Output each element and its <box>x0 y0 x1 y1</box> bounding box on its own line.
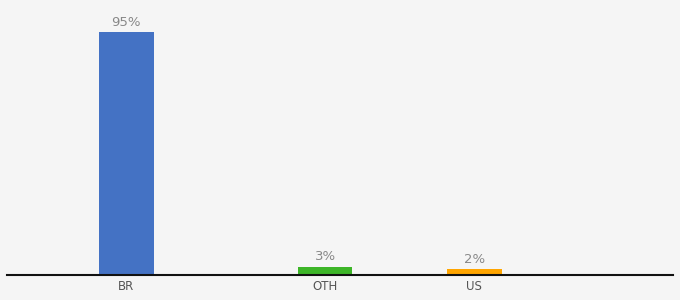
Text: 95%: 95% <box>112 16 141 28</box>
Bar <box>298 267 352 274</box>
Bar <box>99 32 154 274</box>
Text: 3%: 3% <box>315 250 336 263</box>
Text: 2%: 2% <box>464 253 485 266</box>
Bar <box>447 269 502 275</box>
